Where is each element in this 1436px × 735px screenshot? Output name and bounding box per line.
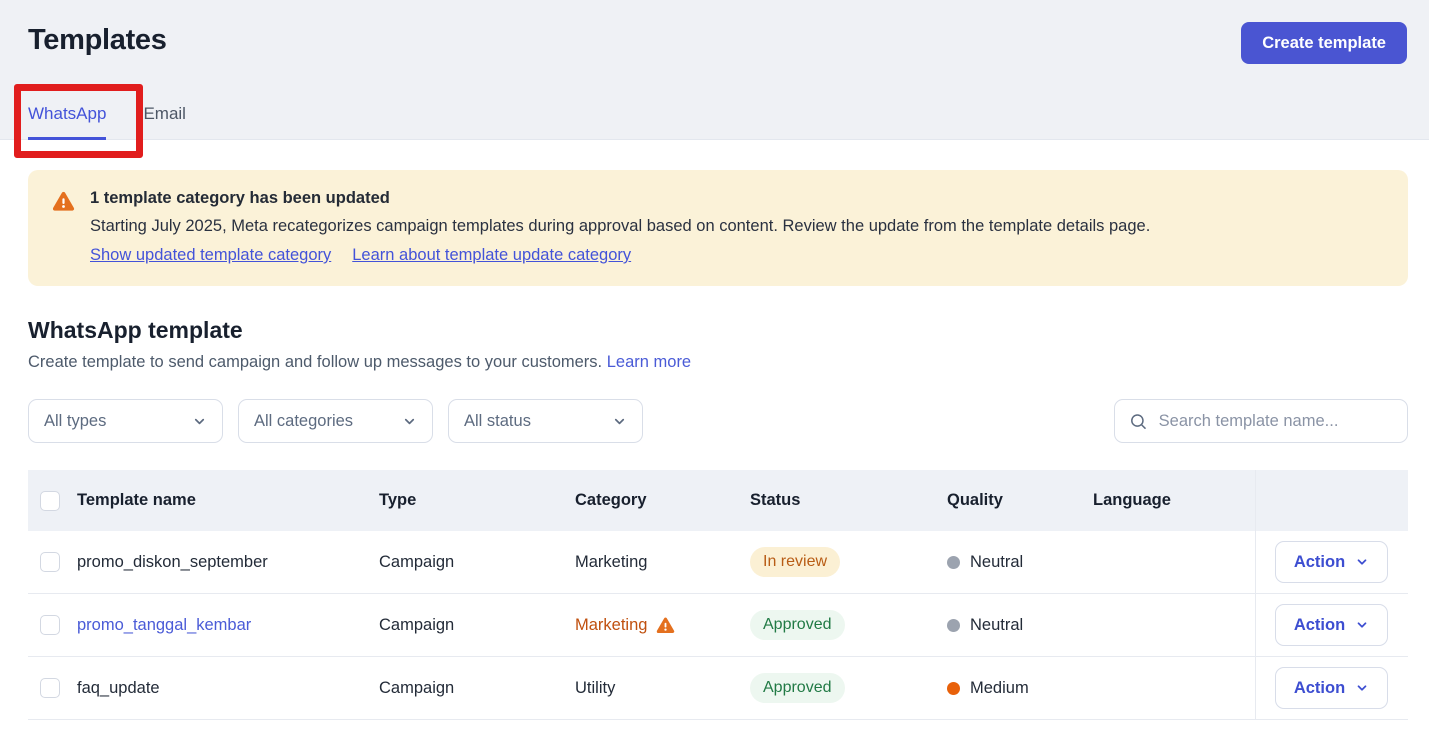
- section-header: WhatsApp template Create template to sen…: [28, 317, 1408, 372]
- select-all-checkbox[interactable]: [40, 490, 60, 511]
- row-language: [1093, 531, 1255, 593]
- status-badge: Approved: [750, 673, 845, 703]
- row-category: Utility: [575, 679, 615, 698]
- template-name[interactable]: promo_tanggal_kembar: [77, 615, 252, 634]
- quality-dot-icon: [947, 618, 960, 632]
- action-button-label: Action: [1293, 552, 1346, 571]
- row-type: Campaign: [379, 615, 455, 634]
- section-title: WhatsApp template: [28, 317, 243, 343]
- row-category-text: Utility: [575, 678, 616, 697]
- main-content: 1 template category has been updated Sta…: [0, 170, 1436, 720]
- learn-about-update-link[interactable]: Learn about template update category: [352, 246, 632, 264]
- quality-label: Neutral: [970, 552, 1024, 571]
- row-checkbox[interactable]: [40, 615, 60, 635]
- tab-whatsapp[interactable]: WhatsApp: [28, 104, 107, 140]
- status-badge: Approved: [750, 610, 845, 640]
- table-body: promo_diskon_september Campaign Marketin…: [28, 531, 1408, 720]
- search-input[interactable]: [1158, 411, 1393, 431]
- row-type: Campaign: [379, 552, 455, 571]
- show-updated-category-link[interactable]: Show updated template category: [90, 246, 332, 264]
- action-button[interactable]: Action: [1274, 667, 1389, 709]
- row-checkbox[interactable]: [40, 678, 60, 698]
- section-description: Create template to send campaign and fol…: [28, 353, 1408, 372]
- chevron-down-icon: [1357, 622, 1367, 628]
- search-icon: [1131, 413, 1146, 429]
- filter-bar: All types All categories All status: [28, 399, 1408, 443]
- column-header-category: Category: [575, 491, 647, 509]
- banner-text-block: 1 template category has been updated Sta…: [90, 189, 1150, 265]
- type-filter-value: All types: [44, 411, 107, 430]
- category-update-banner: 1 template category has been updated Sta…: [28, 170, 1408, 286]
- column-header-status: Status: [750, 491, 801, 509]
- row-category: Marketing: [575, 616, 675, 635]
- tab-email[interactable]: Email: [143, 104, 186, 123]
- quality-label: Medium: [970, 678, 1029, 697]
- category-filter-value: All categories: [254, 411, 354, 430]
- action-button-label: Action: [1293, 615, 1346, 634]
- column-header-language: Language: [1093, 491, 1171, 509]
- scrollbar-gutter: [1429, 0, 1436, 140]
- chevron-down-icon: [614, 418, 625, 424]
- quality-dot-icon: [947, 555, 960, 569]
- chevron-down-icon: [194, 418, 205, 424]
- category-warning-icon: [656, 616, 675, 635]
- create-template-button[interactable]: Create template: [1241, 22, 1407, 64]
- banner-title: 1 template category has been updated: [90, 189, 390, 207]
- banner-links: Show updated template category Learn abo…: [90, 246, 1150, 265]
- quality-dot-icon: [947, 681, 960, 695]
- chevron-down-icon: [1357, 685, 1367, 691]
- learn-more-link[interactable]: Learn more: [606, 353, 692, 371]
- templates-table: Template name Type Category Status Quali…: [28, 470, 1408, 720]
- warning-triangle-icon: [52, 190, 75, 265]
- column-header-type: Type: [379, 491, 417, 509]
- row-type: Campaign: [379, 678, 455, 697]
- row-language: [1093, 657, 1255, 719]
- chevron-down-icon: [1357, 559, 1367, 565]
- row-category-text: Marketing: [575, 552, 648, 571]
- page-header: Templates Create template WhatsApp Email: [0, 0, 1436, 140]
- column-header-template-name: Template name: [77, 491, 196, 509]
- table-row: promo_diskon_september Campaign Marketin…: [28, 531, 1408, 594]
- type-filter-dropdown[interactable]: All types: [28, 399, 223, 443]
- action-button-label: Action: [1293, 678, 1346, 697]
- action-button[interactable]: Action: [1274, 604, 1389, 646]
- table-header-row: Template name Type Category Status Quali…: [28, 470, 1408, 531]
- row-category-text: Marketing: [575, 615, 648, 634]
- template-name[interactable]: promo_diskon_september: [77, 552, 268, 571]
- status-filter-dropdown[interactable]: All status: [448, 399, 643, 443]
- column-header-action: [1255, 470, 1407, 531]
- row-language: [1093, 594, 1255, 656]
- chevron-down-icon: [404, 418, 415, 424]
- category-filter-dropdown[interactable]: All categories: [238, 399, 433, 443]
- search-box: [1114, 399, 1408, 443]
- banner-body: Starting July 2025, Meta recategorizes c…: [90, 217, 1151, 235]
- template-name[interactable]: faq_update: [77, 678, 160, 697]
- action-button[interactable]: Action: [1274, 541, 1389, 583]
- section-description-text: Create template to send campaign and fol…: [28, 353, 603, 371]
- table-row: promo_tanggal_kembar Campaign Marketing …: [28, 594, 1408, 657]
- table-row: faq_update Campaign Utility Approved Med…: [28, 657, 1408, 720]
- row-category: Marketing: [575, 553, 647, 572]
- status-badge: In review: [750, 547, 841, 577]
- tab-bar: WhatsApp Email: [28, 104, 186, 140]
- quality-label: Neutral: [970, 615, 1024, 634]
- row-checkbox[interactable]: [40, 552, 60, 572]
- page-title: Templates: [28, 24, 167, 56]
- status-filter-value: All status: [464, 411, 531, 430]
- column-header-quality: Quality: [947, 491, 1003, 509]
